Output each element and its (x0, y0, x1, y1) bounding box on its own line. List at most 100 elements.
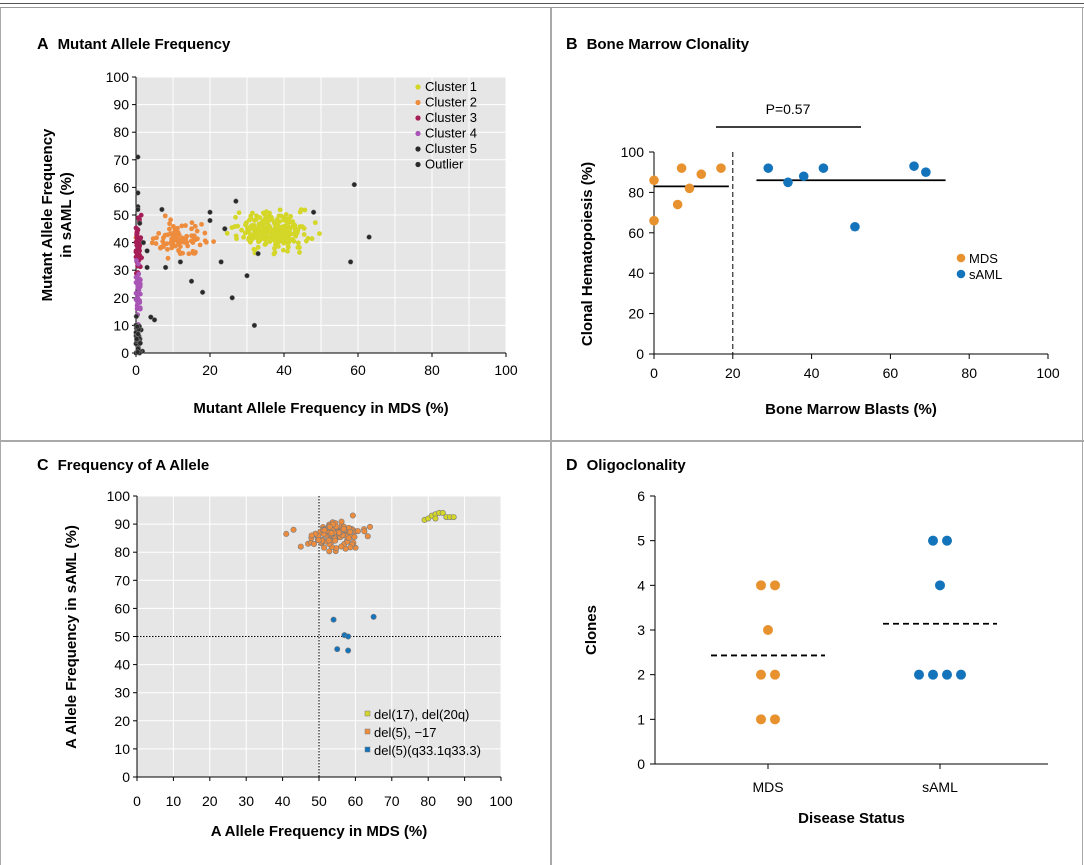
d-y-tick-label: 3 (637, 622, 645, 638)
a-point-outlier (177, 259, 184, 265)
a-point-cluster-1 (297, 224, 303, 230)
c-point-2 (338, 543, 345, 550)
a-point-outlier (255, 250, 261, 257)
a-point-cluster-5 (135, 331, 141, 337)
a-point-cluster-3 (137, 248, 143, 254)
b-y-tick-label: 20 (628, 306, 644, 322)
c-point-2 (336, 529, 343, 536)
a-y-tick-label: 10 (113, 317, 129, 333)
a-point-cluster-2 (165, 255, 171, 261)
b-point-saml (763, 163, 774, 173)
b-legend-label-mds: MDS (969, 251, 998, 266)
c-point-3 (334, 646, 341, 653)
a-point-cluster-1 (277, 207, 283, 213)
d-y-tick-label: 5 (637, 533, 645, 549)
d-y-axis-label: Clones (583, 605, 600, 655)
d-point-saml (928, 669, 938, 680)
a-point-cluster-1 (302, 207, 308, 213)
a-point-outlier (244, 273, 250, 279)
a-point-cluster-5 (137, 340, 143, 346)
a-point-cluster-1 (289, 219, 295, 225)
b-legend-marker-mds (956, 253, 966, 263)
a-point-outlier (199, 289, 206, 295)
a-y-tick-label: 80 (113, 124, 129, 140)
a-point-cluster-4 (136, 261, 141, 267)
c-y-tick-label: 90 (114, 516, 130, 532)
a-point-cluster-1 (278, 227, 284, 233)
panel-a-letter: A (37, 36, 49, 53)
c-point-1 (432, 515, 439, 522)
a-point-cluster-1 (268, 214, 274, 220)
a-point-cluster-2 (154, 235, 159, 241)
b-y-tick-label: 80 (628, 184, 644, 200)
a-point-cluster-3 (137, 253, 143, 259)
c-x-tick-label: 20 (202, 793, 218, 809)
c-legend-label-1: del(17), del(20q) (374, 707, 469, 722)
a-point-cluster-1 (272, 249, 278, 255)
a-point-cluster-1 (253, 217, 259, 223)
d-y-tick-label: 0 (637, 756, 645, 772)
a-point-cluster-1 (258, 226, 264, 231)
a-y-tick-label: 90 (113, 97, 129, 113)
a-point-cluster-1 (267, 210, 272, 216)
c-y-tick-label: 50 (114, 629, 130, 645)
a-point-cluster-2 (162, 213, 168, 219)
a-legend-marker (415, 84, 421, 90)
a-point-cluster-1 (263, 229, 268, 235)
a-point-cluster-1 (253, 231, 259, 237)
a-legend-marker (415, 161, 421, 168)
a-x-tick-label: 100 (494, 362, 518, 378)
b-point-saml (818, 163, 829, 173)
a-point-cluster-4 (136, 271, 142, 277)
c-y-tick-label: 40 (114, 657, 130, 673)
d-y-tick-label: 4 (637, 577, 645, 593)
a-point-cluster-2 (179, 223, 185, 229)
c-point-2 (321, 544, 328, 551)
c-y-axis-label: A Allele Frequency in sAML (%) (63, 525, 80, 749)
a-point-cluster-5 (133, 313, 140, 320)
a-point-cluster-2 (183, 223, 188, 228)
c-point-2 (340, 525, 347, 532)
a-point-outlier (159, 206, 165, 213)
panel-a-title: A Mutant Allele Frequency (37, 36, 230, 54)
a-point-cluster-1 (281, 215, 287, 220)
a-point-cluster-2 (188, 238, 194, 244)
a-point-cluster-2 (156, 230, 162, 236)
a-point-cluster-2 (184, 239, 190, 245)
a-point-outlier (137, 220, 143, 226)
a-point-cluster-2 (189, 226, 194, 232)
a-point-cluster-1 (232, 224, 238, 229)
a-point-cluster-1 (301, 232, 307, 237)
b-x-tick-label: 20 (725, 365, 741, 381)
a-point-cluster-1 (285, 244, 291, 250)
b-point-mds (649, 175, 659, 186)
a-point-cluster-2 (161, 244, 166, 250)
a-point-cluster-1 (291, 238, 297, 244)
a-point-cluster-1 (233, 233, 239, 239)
a-point-cluster-2 (189, 220, 195, 226)
b-point-saml (783, 177, 793, 188)
a-point-outlier (310, 209, 317, 215)
a-point-cluster-1 (255, 244, 261, 250)
d-x-tick-label-saml: sAML (922, 779, 958, 795)
a-legend-label: Cluster 5 (425, 141, 477, 156)
panel-c-title-text: Frequency of A Allele (57, 457, 210, 474)
a-point-cluster-2 (183, 236, 189, 242)
a-point-outlier (188, 278, 195, 284)
a-point-cluster-3 (136, 237, 142, 243)
a-y-tick-label: 0 (121, 345, 129, 361)
d-point-saml (935, 580, 945, 591)
c-point-1 (450, 514, 457, 521)
d-y-tick-label: 1 (637, 711, 645, 727)
b-point-mds (684, 183, 695, 194)
a-point-cluster-2 (199, 221, 204, 227)
a-point-cluster-4 (134, 258, 139, 263)
c-y-tick-label: 80 (114, 544, 130, 560)
a-point-cluster-5 (135, 349, 141, 355)
d-point-saml (928, 535, 938, 546)
a-x-tick-label: 20 (202, 362, 218, 378)
b-y-tick-label: 0 (636, 346, 644, 362)
d-x-tick-label-mds: MDS (752, 779, 783, 795)
c-point-2 (326, 523, 333, 530)
c-y-tick-label: 100 (107, 488, 131, 504)
